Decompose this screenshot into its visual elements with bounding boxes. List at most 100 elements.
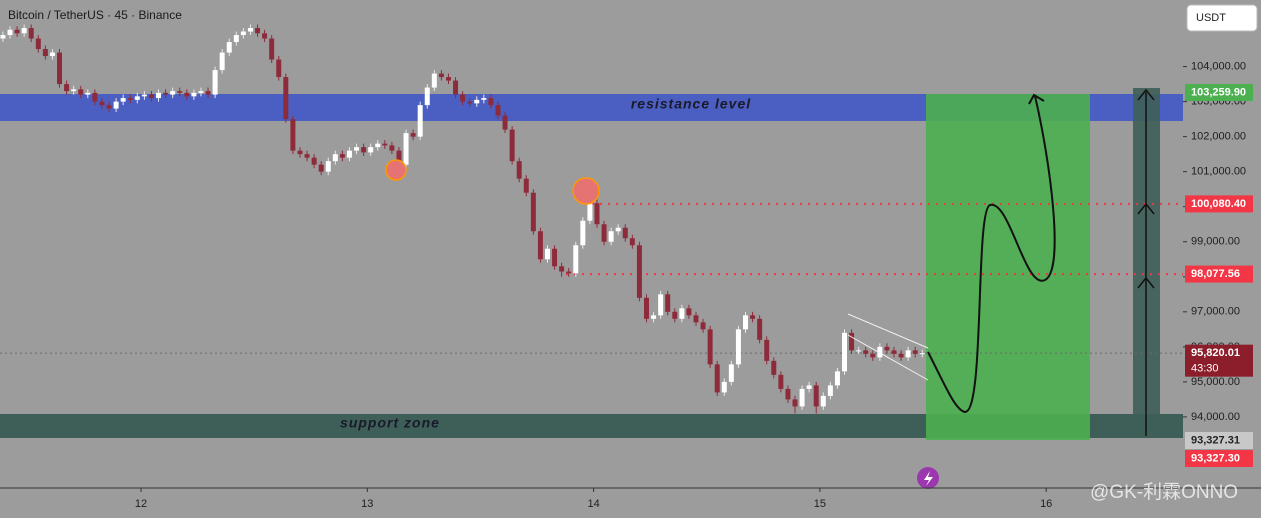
candle-body xyxy=(198,91,204,93)
candle-body xyxy=(905,350,911,358)
candle-body xyxy=(700,322,706,330)
candle-body xyxy=(728,364,734,382)
event-icon-glyph xyxy=(924,471,933,486)
watermark: @GK-利霖ONNO xyxy=(1090,481,1238,503)
candle-body xyxy=(389,145,395,151)
price-label-box xyxy=(1185,449,1253,467)
candle-body xyxy=(912,350,918,354)
candle-body xyxy=(78,89,84,95)
price-label-box xyxy=(1185,344,1253,377)
candle-body xyxy=(778,374,784,389)
candle-body xyxy=(544,248,550,260)
price-label-box xyxy=(1185,195,1253,213)
price-axis: 94,000.0095,000.0096,000.0097,000.0098,0… xyxy=(135,60,1253,510)
candle-body xyxy=(382,143,388,146)
candle-body xyxy=(141,94,147,97)
y-tick-label: 104,000.00 xyxy=(1191,60,1246,72)
candle-body xyxy=(42,49,48,57)
candle-body xyxy=(120,98,126,102)
candle-body xyxy=(792,399,798,407)
candle-body xyxy=(488,98,494,106)
currency-button-label[interactable]: USDT xyxy=(1196,12,1226,24)
candle-body xyxy=(672,311,678,319)
candle-body xyxy=(85,92,91,95)
candle-body xyxy=(403,133,409,165)
y-tick-label: 102,000.00 xyxy=(1191,131,1246,143)
candle-body xyxy=(679,308,685,319)
candle-body xyxy=(863,350,869,354)
zone-label: resistance level xyxy=(631,96,751,112)
channel-line xyxy=(847,334,929,381)
candle-body xyxy=(785,388,791,400)
candle-body xyxy=(460,94,466,102)
candle-body xyxy=(57,52,63,85)
candle-body xyxy=(325,161,331,172)
candle-body xyxy=(870,353,876,358)
candle-body xyxy=(346,150,352,158)
candle-body xyxy=(453,80,459,95)
candle-body xyxy=(106,105,112,109)
candle-body xyxy=(290,119,296,151)
candle-body xyxy=(764,339,770,361)
candle-body xyxy=(297,150,303,155)
candle-body xyxy=(113,101,119,109)
candles xyxy=(0,24,925,414)
candle-body xyxy=(14,29,20,34)
candle-body xyxy=(757,318,763,340)
candle-body xyxy=(283,77,289,120)
target-box xyxy=(926,94,1090,440)
candle-body xyxy=(813,385,819,407)
candle-body xyxy=(898,353,904,358)
candle-body xyxy=(594,203,600,225)
candle-body xyxy=(537,231,543,260)
candle-body xyxy=(424,87,430,106)
candle-body xyxy=(523,178,529,193)
highlight-circle xyxy=(572,177,600,205)
candle-body xyxy=(742,315,748,330)
candle-body xyxy=(877,346,883,358)
candle-body xyxy=(240,31,246,36)
candle-body xyxy=(431,73,437,88)
candle-body xyxy=(651,315,657,319)
candle-body xyxy=(601,224,607,242)
candle-body xyxy=(884,346,890,351)
candle-body xyxy=(714,364,720,393)
candle-body xyxy=(502,115,508,130)
x-tick-label: 13 xyxy=(361,498,373,510)
candle-body xyxy=(219,52,225,71)
arrow-head xyxy=(1028,93,1045,105)
candle-body xyxy=(332,154,338,162)
price-lines xyxy=(0,202,1183,354)
currency-button[interactable] xyxy=(1186,4,1258,32)
candle-body xyxy=(247,28,253,32)
candle-body xyxy=(530,192,536,232)
candle-body xyxy=(438,73,444,78)
candle-body xyxy=(233,35,239,43)
candle-body xyxy=(516,161,522,179)
candle-body xyxy=(474,99,480,104)
x-tick-label: 12 xyxy=(135,498,147,510)
price-label: 95,820.01 xyxy=(1191,347,1240,359)
candle-body xyxy=(467,101,473,104)
highlight-circle xyxy=(385,159,407,181)
candle-body xyxy=(35,38,41,50)
chart-title: Bitcoin / TetherUS · 45 · Binance xyxy=(8,8,182,22)
candle-body xyxy=(919,353,925,355)
candle-body xyxy=(827,385,833,396)
candle-body xyxy=(636,245,642,298)
candle-body xyxy=(170,91,176,95)
candle-body xyxy=(891,350,897,354)
candle-body xyxy=(629,238,635,246)
candle-body xyxy=(665,294,671,312)
candle-body xyxy=(643,297,649,319)
x-tick-label: 14 xyxy=(587,498,599,510)
candle-body xyxy=(311,157,317,165)
y-tick-label: 94,000.00 xyxy=(1191,411,1240,423)
candle-body xyxy=(0,35,6,39)
price-label: 93,327.30 xyxy=(1191,452,1240,464)
candle-body xyxy=(163,92,169,95)
candle-body xyxy=(375,143,381,148)
candle-body xyxy=(21,28,27,34)
